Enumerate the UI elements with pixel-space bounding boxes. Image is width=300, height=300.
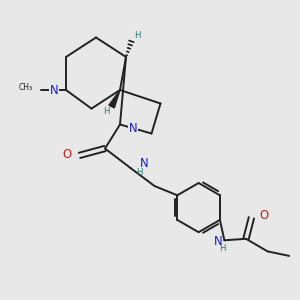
Polygon shape <box>109 90 120 108</box>
Text: H: H <box>134 31 141 40</box>
Text: N: N <box>140 157 148 170</box>
Text: H: H <box>136 168 143 177</box>
Text: CH₃: CH₃ <box>18 83 32 92</box>
Text: N: N <box>128 122 137 135</box>
Text: O: O <box>259 209 268 222</box>
Text: H: H <box>219 244 226 253</box>
Text: N: N <box>214 235 223 248</box>
Text: H: H <box>103 106 110 116</box>
Text: N: N <box>50 83 58 97</box>
Text: O: O <box>62 148 71 161</box>
